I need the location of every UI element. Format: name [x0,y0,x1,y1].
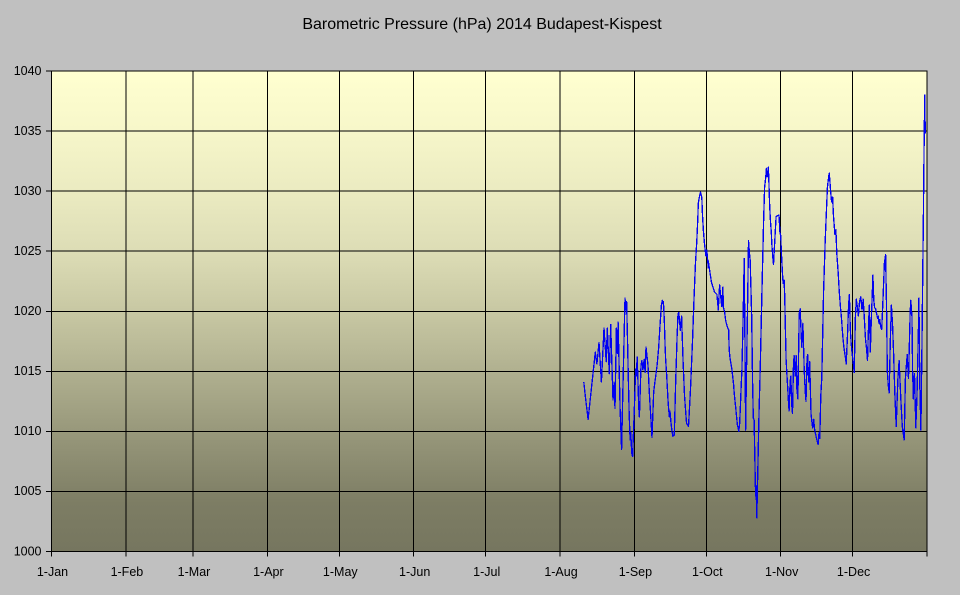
svg-text:1-Sep: 1-Sep [619,565,652,579]
svg-text:1-Feb: 1-Feb [111,565,144,579]
svg-text:1-Mar: 1-Mar [178,565,211,579]
svg-text:1-May: 1-May [323,565,358,579]
svg-text:1040: 1040 [14,64,42,78]
svg-text:Barometric Pressure (hPa) 2014: Barometric Pressure (hPa) 2014 Budapest-… [302,16,662,33]
svg-text:1015: 1015 [14,364,42,378]
svg-text:1-Apr: 1-Apr [253,565,284,579]
svg-text:1005: 1005 [14,484,42,498]
svg-text:1-Nov: 1-Nov [765,565,799,579]
svg-text:1-Oct: 1-Oct [692,565,723,579]
svg-text:1025: 1025 [14,244,42,258]
svg-text:1-Dec: 1-Dec [837,565,870,579]
svg-text:1-Jun: 1-Jun [399,565,430,579]
svg-text:1020: 1020 [14,304,42,318]
svg-text:1035: 1035 [14,124,42,138]
svg-text:1010: 1010 [14,424,42,438]
svg-text:1030: 1030 [14,184,42,198]
svg-text:1-Jan: 1-Jan [37,565,68,579]
svg-text:1-Aug: 1-Aug [544,565,577,579]
svg-text:1000: 1000 [14,544,42,558]
svg-text:1-Jul: 1-Jul [473,565,500,579]
